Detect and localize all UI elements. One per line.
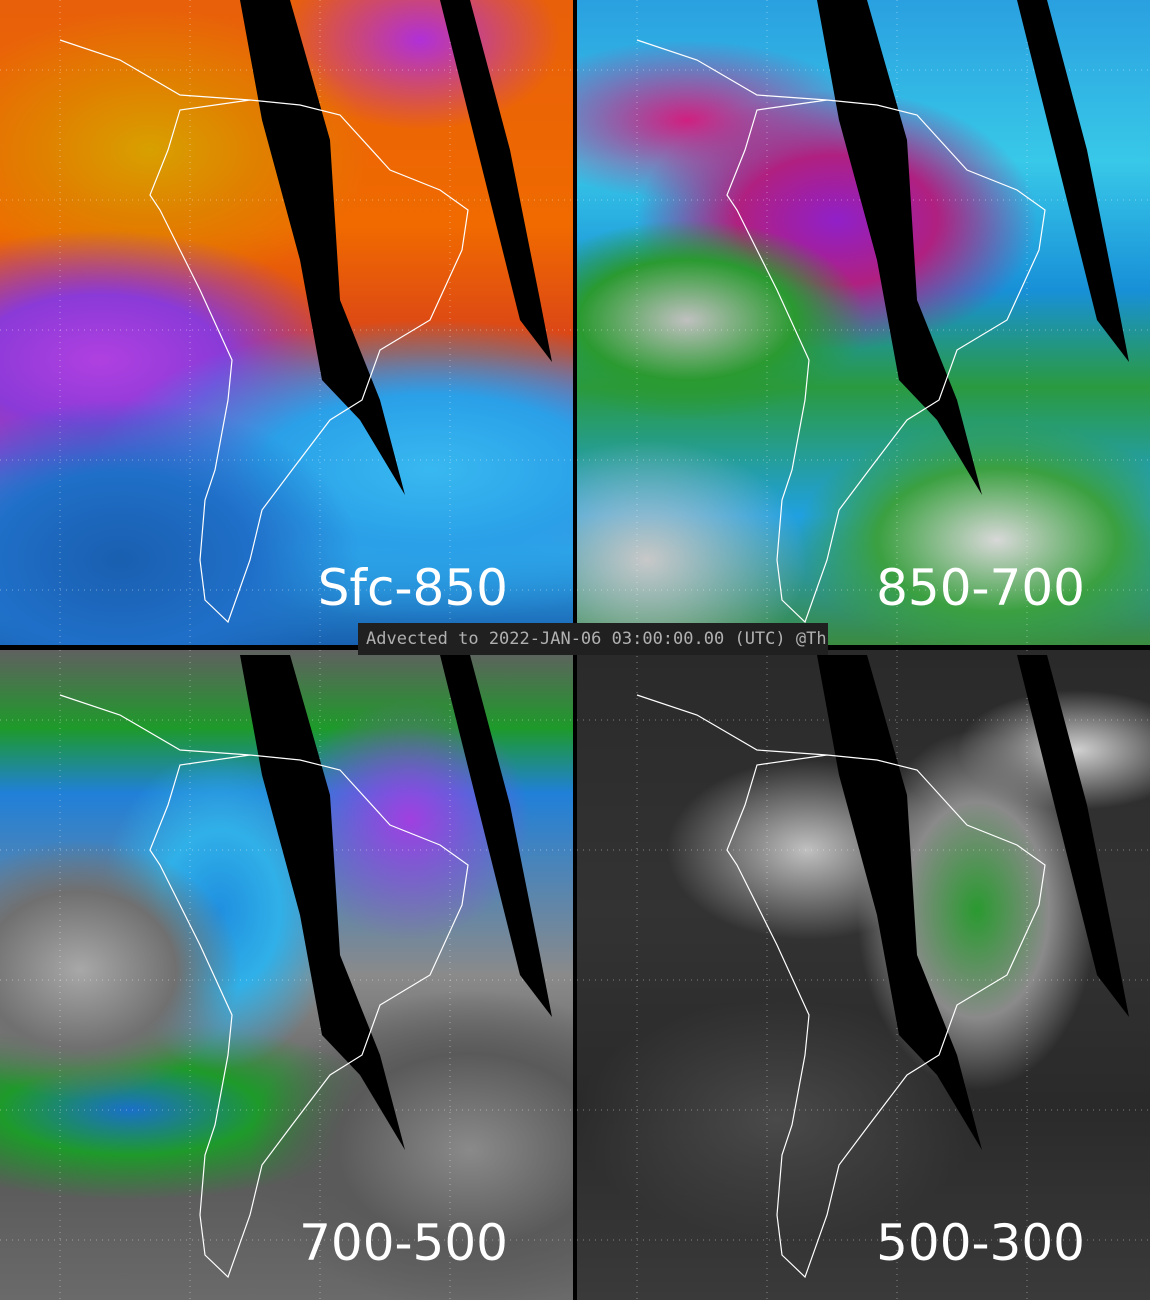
layer-label: 500-300 [876,1214,1085,1272]
coastline [59,694,469,1279]
coastline [636,39,1046,624]
map-layer [636,0,1129,624]
panel-overlay: 700-500 [0,650,573,1300]
data-gap-swath [240,0,405,495]
data-gap-swath [817,655,982,1150]
coastline [59,39,469,624]
panel-overlay: 850-700 [577,0,1150,645]
layer-panel: Sfc-850 [0,0,573,645]
layer-label: Sfc-850 [318,559,508,617]
panel-overlay: 500-300 [577,650,1150,1300]
map-layer [59,0,552,624]
layer-panel: 700-500 [0,650,573,1300]
layer-panel: 500-300 [577,650,1150,1300]
data-gap-swath [1017,0,1129,362]
data-gap-swath [817,0,982,495]
data-gap-swath [440,0,552,362]
layer-panel: 850-700 [577,0,1150,645]
panel-overlay: Sfc-850 [0,0,573,645]
timestamp-banner: Advected to 2022-JAN-06 03:00:00.00 (UTC… [358,623,828,655]
map-layer [636,655,1129,1279]
layer-label: 850-700 [876,559,1085,617]
coastline [636,694,1046,1279]
data-gap-swath [240,655,405,1150]
layer-label: 700-500 [299,1214,508,1272]
data-gap-swath [440,655,552,1017]
map-layer [59,655,552,1279]
data-gap-swath [1017,655,1129,1017]
